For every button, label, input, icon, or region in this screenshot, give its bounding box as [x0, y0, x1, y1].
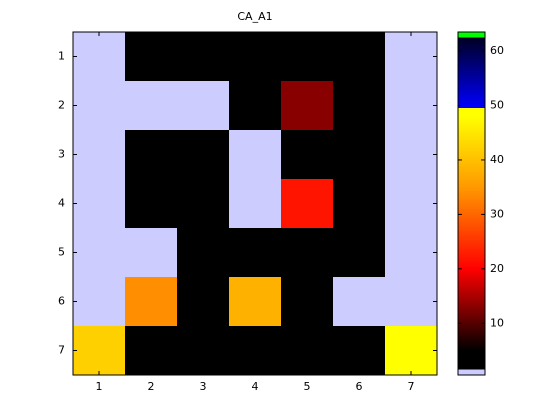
x-tick-label: 1 — [96, 380, 103, 393]
cell — [229, 130, 282, 180]
y-tick-label: 6 — [58, 295, 65, 308]
cell — [385, 326, 438, 376]
cell — [281, 228, 334, 278]
colorbar-tick-label: 50 — [490, 99, 504, 112]
colorbar — [457, 31, 486, 376]
colorbar-tick-label: 60 — [490, 44, 504, 57]
cell — [229, 228, 282, 278]
cell — [125, 228, 178, 278]
y-tick-label: 7 — [58, 344, 65, 357]
colorbar-tick-label: 20 — [490, 262, 504, 275]
cell — [229, 179, 282, 229]
colorbar-tick-label: 10 — [490, 316, 504, 329]
cell — [385, 179, 438, 229]
cell — [125, 179, 178, 229]
cell — [73, 179, 126, 229]
cell — [73, 81, 126, 131]
cell — [281, 326, 334, 376]
cell — [333, 32, 386, 82]
cell — [73, 130, 126, 180]
cell — [333, 326, 386, 376]
cell — [125, 32, 178, 82]
x-tick-label: 2 — [148, 380, 155, 393]
cell — [385, 228, 438, 278]
cell — [385, 81, 438, 131]
cell — [177, 326, 230, 376]
x-tick-label: 3 — [200, 380, 207, 393]
cell — [125, 326, 178, 376]
cell — [125, 130, 178, 180]
y-tick-label: 3 — [58, 148, 65, 161]
colorbar-tick-label: 30 — [490, 207, 504, 220]
cell — [125, 81, 178, 131]
x-tick-label: 5 — [304, 380, 311, 393]
cell — [281, 32, 334, 82]
cell — [333, 179, 386, 229]
cell — [229, 81, 282, 131]
cell — [333, 130, 386, 180]
cell — [73, 277, 126, 327]
cell — [281, 277, 334, 327]
cell — [385, 130, 438, 180]
cell — [177, 179, 230, 229]
x-tick-label: 4 — [252, 380, 259, 393]
cell — [177, 228, 230, 278]
y-tick-label: 4 — [58, 197, 65, 210]
cell — [281, 179, 334, 229]
x-tick-label: 7 — [408, 380, 415, 393]
cell — [385, 277, 438, 327]
y-tick-label: 5 — [58, 246, 65, 259]
cell — [333, 228, 386, 278]
cell — [229, 277, 282, 327]
cell — [385, 32, 438, 82]
cell — [177, 32, 230, 82]
cell — [73, 32, 126, 82]
y-tick-label: 2 — [58, 99, 65, 112]
cell — [229, 326, 282, 376]
cell — [73, 228, 126, 278]
cell — [333, 81, 386, 131]
y-tick-label: 1 — [58, 50, 65, 63]
x-tick-label: 6 — [356, 380, 363, 393]
cell — [281, 81, 334, 131]
cell — [229, 32, 282, 82]
cell — [177, 277, 230, 327]
cell — [177, 81, 230, 131]
cell — [73, 326, 126, 376]
cell — [125, 277, 178, 327]
cell — [333, 277, 386, 327]
cell — [281, 130, 334, 180]
cell — [177, 130, 230, 180]
colorbar-tick-label: 40 — [490, 153, 504, 166]
chart-title: CA_A1 — [237, 10, 272, 23]
